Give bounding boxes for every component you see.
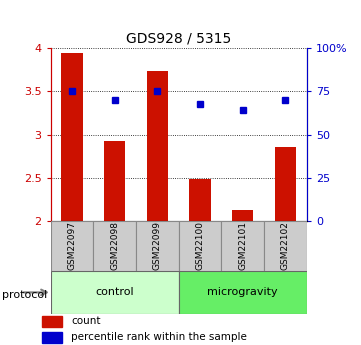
Text: microgravity: microgravity xyxy=(208,287,278,297)
Text: GSM22100: GSM22100 xyxy=(196,221,205,270)
Bar xyxy=(232,210,253,221)
Bar xyxy=(104,141,125,221)
Text: protocol: protocol xyxy=(2,290,47,300)
Bar xyxy=(51,221,93,271)
Title: GDS928 / 5315: GDS928 / 5315 xyxy=(126,32,231,46)
Bar xyxy=(221,221,264,271)
Bar xyxy=(43,316,61,327)
Bar xyxy=(179,221,221,271)
Text: GSM22102: GSM22102 xyxy=(281,221,290,270)
Text: GSM22097: GSM22097 xyxy=(68,221,77,270)
Bar xyxy=(51,271,179,314)
Bar xyxy=(136,221,179,271)
Bar xyxy=(43,332,61,343)
Text: GSM22098: GSM22098 xyxy=(110,221,119,270)
Text: GSM22101: GSM22101 xyxy=(238,221,247,270)
Text: control: control xyxy=(95,287,134,297)
Bar xyxy=(179,271,307,314)
Bar xyxy=(61,53,83,221)
Bar xyxy=(264,221,307,271)
Bar xyxy=(275,148,296,221)
Text: GSM22099: GSM22099 xyxy=(153,221,162,270)
Bar xyxy=(190,179,211,221)
Bar xyxy=(147,71,168,221)
Text: percentile rank within the sample: percentile rank within the sample xyxy=(71,332,247,342)
Text: count: count xyxy=(71,316,101,326)
Bar xyxy=(93,221,136,271)
